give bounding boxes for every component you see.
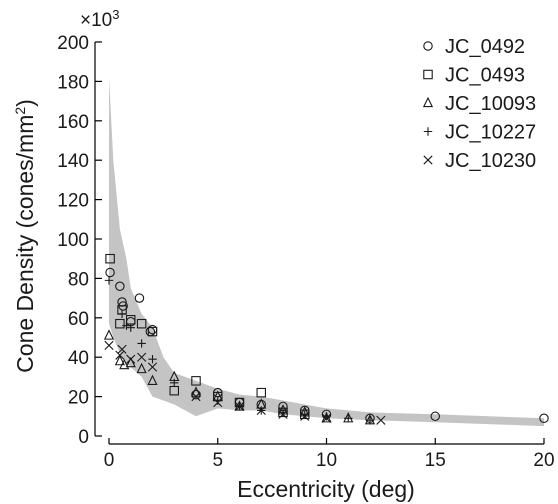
data-point: [256, 405, 266, 415]
data-point: [105, 267, 115, 278]
data-point: [365, 416, 375, 425]
data-point: [114, 354, 125, 366]
data-point: [147, 326, 158, 337]
data-point: [117, 309, 127, 319]
data-point: [191, 389, 201, 400]
density-range-band: [109, 77, 544, 427]
data-point: [278, 409, 288, 419]
legend-marker: [423, 127, 433, 136]
data-point: [126, 354, 136, 364]
y-multiplier-exponent: 3: [112, 7, 119, 22]
data-point: [539, 413, 549, 424]
legend-marker: [423, 155, 433, 165]
data-point: [137, 352, 147, 362]
data-point: [134, 293, 145, 303]
data-point: [278, 408, 288, 417]
data-point: [136, 362, 147, 374]
legend-marker: [423, 41, 433, 51]
y-axis-title-superscript: 2: [12, 107, 28, 115]
data-point: [322, 412, 331, 421]
data-point: [103, 329, 115, 340]
y-tick-label: 0: [78, 427, 89, 448]
series-4: [104, 276, 375, 425]
data-point: [430, 411, 440, 422]
legend-label: JC_0493: [445, 65, 525, 87]
y-tick-label: 120: [57, 191, 89, 212]
data-point: [122, 321, 131, 330]
x-axis-title: Eccentricity (deg): [237, 476, 415, 502]
data-point: [125, 356, 136, 368]
data-point: [321, 413, 332, 423]
y-tick-label: 60: [68, 309, 89, 330]
data-points: [103, 253, 549, 425]
data-point: [105, 253, 115, 264]
data-point: [148, 354, 157, 364]
legend: JC_0492 JC_0493 JC_10093 JC_10227 JC_10230: [422, 36, 536, 172]
data-point: [136, 318, 147, 329]
data-point: [300, 410, 309, 419]
data-point: [119, 358, 130, 370]
data-point: [117, 344, 127, 354]
data-point: [256, 387, 266, 398]
data-point: [213, 397, 223, 408]
series-5: [104, 340, 386, 425]
x-tick-label: 5: [212, 450, 223, 471]
legend-marker: [422, 96, 434, 108]
data-point: [137, 339, 146, 348]
legend-label: JC_10093: [445, 93, 536, 115]
data-point: [376, 415, 386, 425]
x-tick-label: 20: [533, 450, 554, 471]
data-point: [191, 392, 201, 402]
data-point: [170, 378, 179, 388]
data-point: [115, 318, 125, 329]
y-tick-label: 160: [57, 112, 89, 133]
legend-label: JC_10230: [445, 150, 536, 172]
y-axis-title-close: ): [12, 99, 38, 107]
data-point: [104, 276, 114, 285]
data-point: [344, 414, 353, 423]
y-axis-title: Cone Density (cones/mm2): [12, 99, 38, 373]
x-tick-label: 0: [104, 450, 115, 471]
y-multiplier-base: ×10: [80, 10, 112, 31]
y-tick-label: 40: [68, 348, 89, 369]
x-tick-label: 15: [425, 450, 446, 471]
data-point: [300, 411, 310, 421]
data-point: [321, 412, 332, 423]
y-axis-title-main: Cone Density (cones/mm: [12, 115, 38, 373]
x-ticks: 0 5 10 15 20: [104, 438, 555, 471]
legend-label: JC_0492: [445, 36, 525, 58]
y-tick-label: 100: [57, 230, 89, 251]
data-point: [115, 281, 125, 292]
x-tick-label: 10: [316, 450, 337, 471]
data-point: [115, 350, 125, 360]
y-axis-multiplier: ×103: [80, 7, 119, 31]
data-point: [147, 374, 158, 385]
data-point: [191, 376, 201, 386]
y-tick-label: 80: [68, 269, 89, 290]
y-ticks: 0 20 40 60 80 100 120 140 160 180 200: [57, 33, 102, 448]
data-point: [213, 396, 222, 405]
data-point: [126, 323, 135, 332]
y-tick-label: 20: [68, 388, 89, 409]
y-tick-label: 200: [57, 33, 89, 54]
data-point: [104, 340, 114, 350]
legend-label: JC_10227: [445, 122, 536, 144]
y-tick-label: 140: [57, 151, 89, 172]
data-point: [234, 401, 245, 412]
y-tick-label: 180: [57, 72, 89, 93]
legend-marker: [423, 69, 433, 80]
data-point: [147, 362, 158, 372]
range-band-shape: [109, 77, 544, 427]
